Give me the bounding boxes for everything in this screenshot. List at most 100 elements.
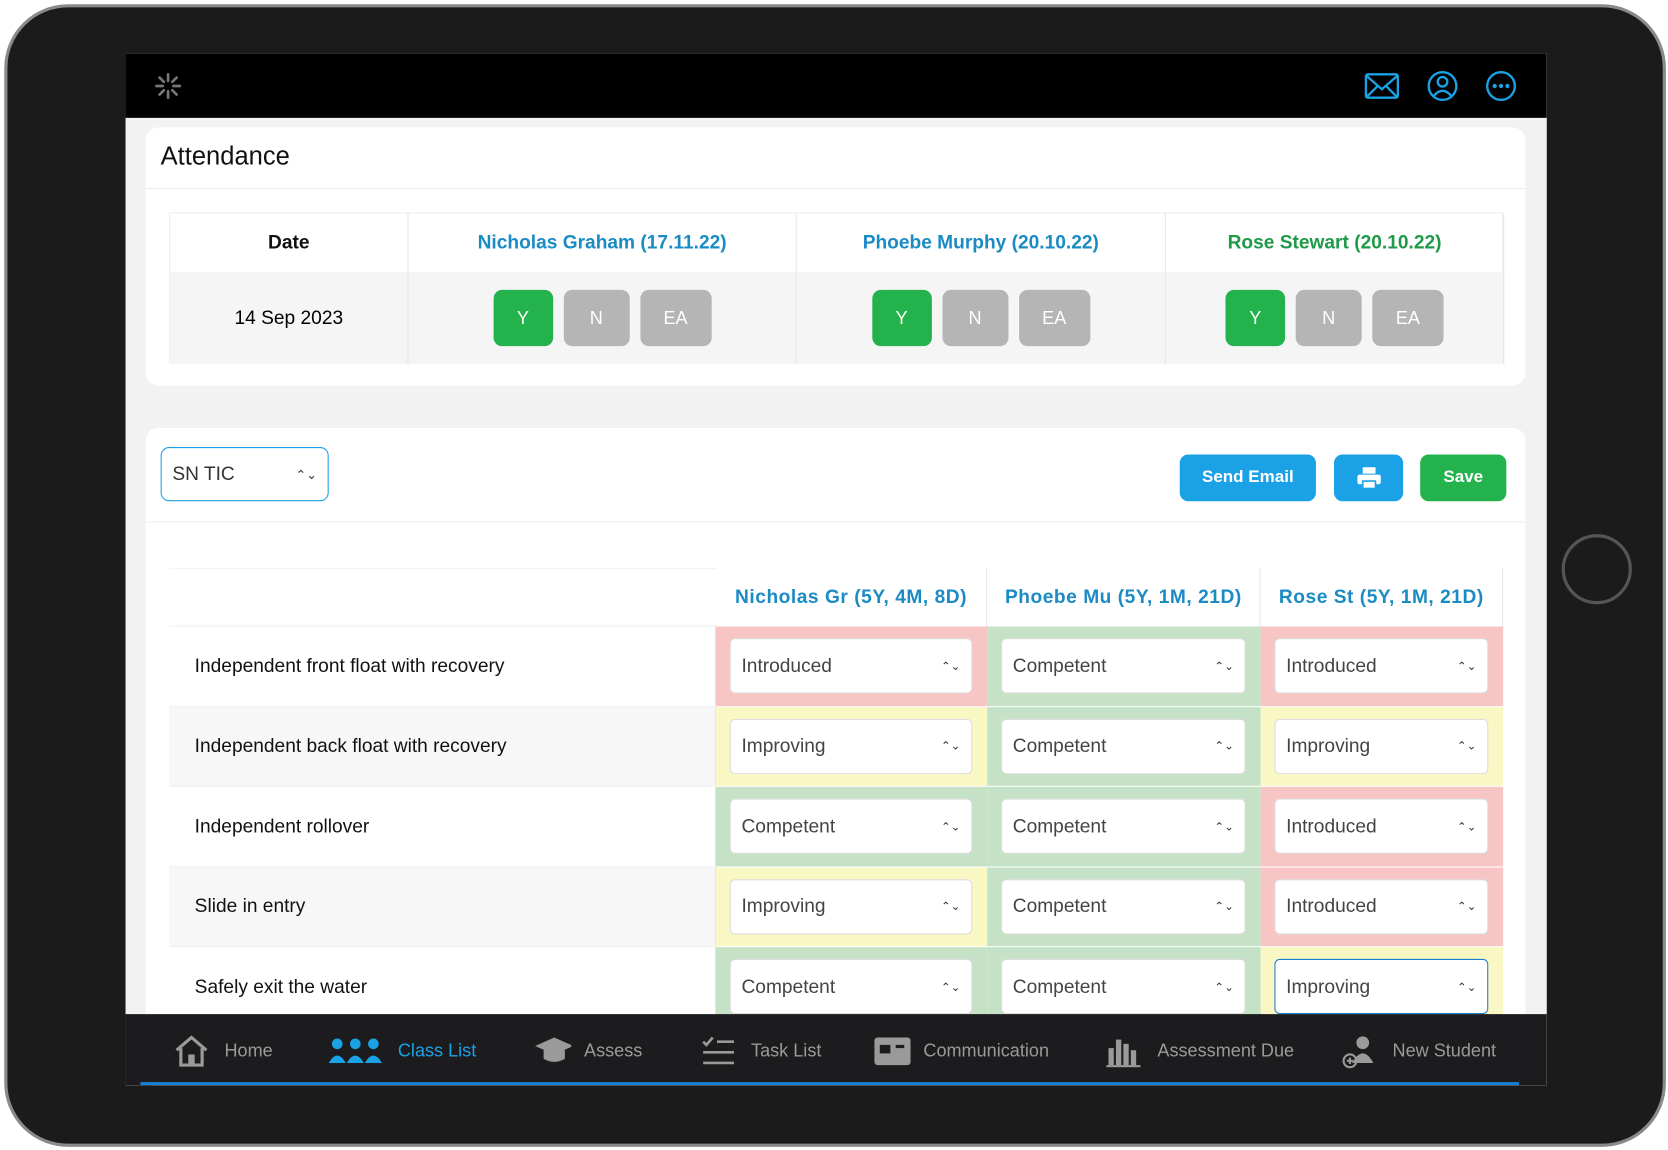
level-select[interactable]: Introduced ⌃⌄ [1274,798,1489,854]
skill-label: Independent back float with recovery [169,706,716,787]
nav-icon [1106,1039,1141,1068]
level-select[interactable]: Improving ⌃⌄ [729,718,973,774]
level-text: Improving [1286,734,1371,757]
level-select[interactable]: Introduced ⌃⌄ [1274,878,1489,934]
nav-label: Communication [923,1040,1050,1061]
attendance-button[interactable]: Y [493,289,553,347]
header-blank [169,568,716,627]
attendance-button[interactable]: EA [639,289,712,347]
nav-item[interactable]: Communication [872,1030,1049,1072]
level-cell: Introduced ⌃⌄ [1260,786,1504,868]
level-select[interactable]: Improving ⌃⌄ [1274,718,1489,774]
level-select[interactable]: Improving ⌃⌄ [1274,958,1489,1015]
level-text: Improving [741,734,826,757]
save-button[interactable]: Save [1420,454,1507,502]
nav-item[interactable]: Assess [533,1030,642,1072]
level-cell: Competent ⌃⌄ [987,947,1261,1028]
assessment-table: Nicholas Gr (5Y, 4M, 8D) Phoebe Mu (5Y, 1… [169,568,1504,1085]
attendance-button[interactable]: Y [871,289,932,347]
divider [145,521,1526,523]
level-select[interactable]: Competent ⌃⌄ [1001,718,1246,774]
nav-icon [874,1037,911,1066]
nav-item[interactable]: New Student [1341,1030,1496,1072]
level-text: Competent [741,815,836,837]
attendance-button[interactable]: EA [1372,289,1444,347]
level-cell: Competent ⌃⌄ [987,867,1261,948]
level-text: Improving [741,895,826,917]
level-text: Introduced [1286,895,1377,917]
card-title: Attendance [160,142,290,171]
chevron: ⌃⌄ [940,900,961,914]
nav-label: Task List [751,1040,822,1061]
level-select[interactable]: Improving ⌃⌄ [729,878,973,934]
attendance-button[interactable]: EA [1018,289,1090,347]
nav-indicator [140,1082,1520,1086]
send-email-button[interactable]: Send Email [1179,454,1316,502]
level-select[interactable]: Competent ⌃⌄ [729,958,973,1015]
level-cell: Competent ⌃⌄ [715,786,988,868]
attendance-button[interactable]: N [563,289,630,347]
chevron: ⌃⌄ [940,820,961,834]
nav-item[interactable]: Home [173,1030,273,1072]
level-cell: Competent ⌃⌄ [987,786,1261,868]
chevron: ⌃⌄ [940,740,961,753]
level-text: Introduced [1286,815,1377,837]
level-cell: Competent ⌃⌄ [987,626,1261,707]
student-header: Phoebe Mu (5Y, 1M, 21D) [987,568,1261,627]
level-cell: Introduced ⌃⌄ [715,626,988,707]
chevron: ⌃⌄ [1456,659,1477,673]
print-button[interactable] [1334,454,1404,502]
column-header: Date [170,213,409,272]
nav-label: New Student [1392,1040,1497,1061]
attendance-card: Attendance Date 14 Sep 2023 Nicholas Graha… [145,127,1526,386]
level-text: Competent [741,975,836,997]
level-select[interactable]: Competent ⌃⌄ [1001,958,1246,1015]
level-select[interactable]: Introduced ⌃⌄ [1274,638,1489,694]
spinner [155,73,182,100]
class-select[interactable]: SN TIC ⌃⌄ [160,447,329,502]
attendance-button[interactable]: N [1295,289,1362,347]
level-select[interactable]: Competent ⌃⌄ [729,798,973,854]
level-cell: Introduced ⌃⌄ [1260,867,1504,948]
nav-item[interactable]: Assessment Due [1106,1030,1294,1072]
attendance-cell: Y N EA [408,271,797,365]
chevron: ⌃⌄ [1214,820,1235,834]
level-text: Competent [1012,734,1107,757]
level-select[interactable]: Competent ⌃⌄ [1001,638,1246,694]
chevron: ⌃⌄ [1456,820,1477,834]
nav-item[interactable]: Class List [328,1030,476,1072]
level-text: Introduced [1286,654,1377,676]
chevron: ⌃⌄ [295,466,318,482]
nav-label: Assess [584,1040,643,1061]
chevron: ⌃⌄ [940,659,961,673]
student-header: Nicholas Gr (5Y, 4M, 8D) [716,568,988,627]
attendance-cell: Y N EA [1165,271,1505,365]
level-text: Improving [1286,975,1371,997]
top-icons[interactable] [1364,69,1524,103]
attendance-button[interactable]: N [941,289,1008,347]
level-select[interactable]: Competent ⌃⌄ [1001,878,1246,934]
chevron: ⌃⌄ [1214,740,1235,753]
level-select[interactable]: Introduced ⌃⌄ [729,638,973,694]
skill-label: Slide in entry [169,867,716,948]
attendance-button[interactable]: Y [1225,289,1286,347]
nav-icon [328,1038,382,1063]
chevron: ⌃⌄ [1214,900,1235,914]
print-icon [1356,467,1381,490]
chevron: ⌃⌄ [1456,980,1477,994]
attendance-cell: Y N EA [796,271,1166,365]
skill-label: Independent rollover [169,786,716,868]
level-select[interactable]: Competent ⌃⌄ [1001,798,1246,854]
student-header: Rose St (5Y, 1M, 21D) [1261,568,1504,627]
level-text: Competent [1012,815,1107,837]
skill-label: Independent front float with recovery [169,626,716,707]
level-cell: Competent ⌃⌄ [987,706,1261,787]
nav-item[interactable]: Task List [700,1030,821,1072]
chevron: ⌃⌄ [940,980,961,994]
nav-icon [535,1037,572,1062]
screen: Attendance Date 14 Sep 2023 Nicholas Graha… [125,53,1547,1086]
level-cell: Competent ⌃⌄ [715,947,988,1028]
chevron: ⌃⌄ [1214,659,1235,673]
